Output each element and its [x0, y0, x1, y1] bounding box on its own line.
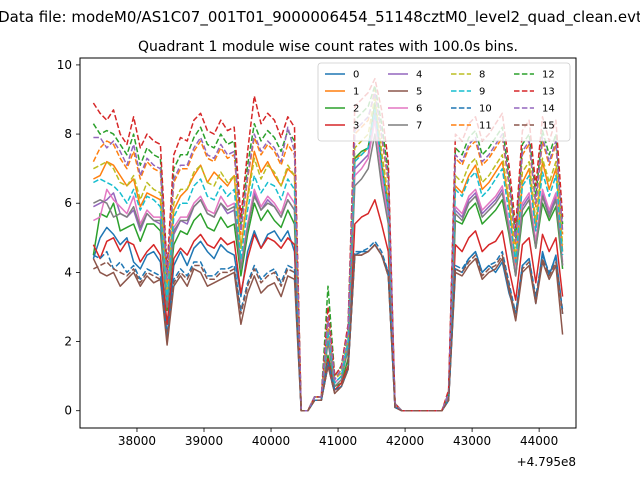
legend-label-9: 9: [479, 87, 485, 98]
series-line-14: [93, 91, 564, 412]
legend-label-15: 15: [542, 121, 555, 132]
legend-label-14: 14: [542, 104, 555, 115]
y-tick-label: 0: [64, 404, 72, 418]
legend-label-13: 13: [542, 87, 555, 98]
series-line-7: [93, 133, 564, 412]
legend-label-1: 1: [353, 87, 359, 98]
y-tick-label: 2: [64, 335, 72, 349]
x-tick-label: 42000: [386, 434, 424, 448]
legend-label-7: 7: [416, 121, 422, 132]
plot-frame: [79, 57, 577, 429]
series-layer: [92, 77, 564, 412]
plot-area: 38000 39000 40000 41000 42000 43000 44000 0 2 4 6…: [57, 57, 577, 469]
x-axis: 38000 39000 40000 41000 42000 43000 44000: [118, 428, 558, 448]
x-tick-label: 41000: [319, 434, 357, 448]
x-tick-label: 39000: [185, 434, 223, 448]
legend-label-6: 6: [416, 104, 422, 115]
legend-label-0: 0: [353, 70, 359, 81]
series-line-9: [93, 109, 564, 412]
y-tick-label: 6: [64, 196, 72, 210]
y-tick-label: 10: [57, 58, 72, 72]
legend-label-8: 8: [479, 70, 485, 81]
legend-label-2: 2: [353, 104, 359, 115]
legend-label-11: 11: [479, 121, 492, 132]
chart-title: Quadrant 1 module wise count rates with …: [138, 39, 518, 55]
x-tick-label: 38000: [118, 434, 156, 448]
y-tick-label: 4: [64, 265, 72, 279]
legend-label-5: 5: [416, 87, 422, 98]
y-axis: 0 2 4 6 8 10: [57, 58, 80, 418]
legend-box: [317, 62, 571, 142]
x-offset-label: +4.795e8: [517, 455, 576, 469]
legend-label-4: 4: [416, 70, 422, 81]
series-line-8: [93, 95, 564, 412]
series-line-12: [92, 84, 564, 412]
legend-label-3: 3: [353, 121, 359, 132]
legend-label-12: 12: [542, 70, 555, 81]
series-line-3: [92, 199, 564, 412]
series-line-13: [92, 77, 564, 412]
figure-suptitle: Data file: modeM0/AS1C07_001T01_90000064…: [0, 8, 640, 27]
y-tick-label: 8: [64, 127, 72, 141]
legend-label-10: 10: [479, 104, 492, 115]
x-tick-label: 44000: [520, 434, 558, 448]
x-tick-label: 40000: [252, 434, 290, 448]
x-tick-label: 43000: [453, 434, 491, 448]
